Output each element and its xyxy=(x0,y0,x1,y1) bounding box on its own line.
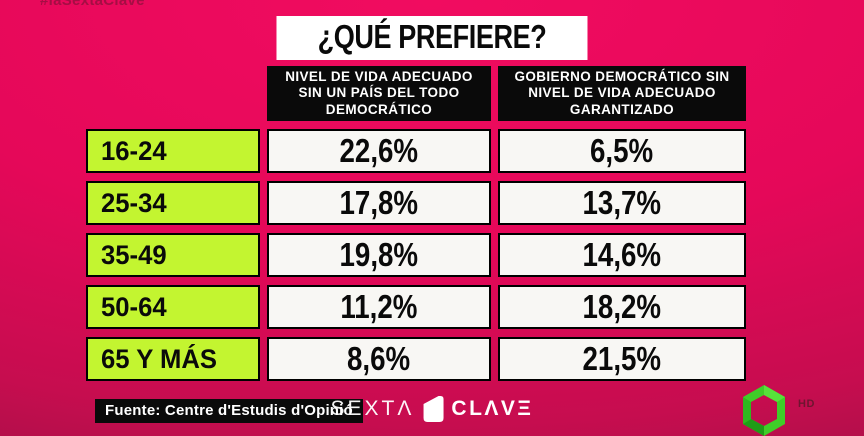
row-label-text: 16-24 xyxy=(101,135,167,166)
survey-table: NIVEL DE VIDA ADECUADO SIN UN PAÍS DEL T… xyxy=(86,66,746,381)
value-cell: 21,5% xyxy=(498,337,746,381)
value-cell: 14,6% xyxy=(498,233,746,277)
column-header: GOBIERNO DEMOCRÁTICO SIN NIVEL DE VIDA A… xyxy=(498,66,746,121)
value-text: 6,5% xyxy=(590,132,654,169)
value-cell: 17,8% xyxy=(267,181,491,225)
value-cell: 22,6% xyxy=(267,129,491,173)
row-label: 50-64 xyxy=(86,285,260,329)
clave-logo-text: CLΛVΞ xyxy=(451,397,534,420)
row-label-text: 35-49 xyxy=(101,239,167,270)
value-text: 8,6% xyxy=(347,340,411,377)
source-label: Fuente: Centre d'Estudis d'Opinió xyxy=(95,399,363,423)
row-label-text: 65 Y MÁS xyxy=(101,343,217,374)
value-text: 11,2% xyxy=(340,288,418,325)
hashtag: #laSextaClave xyxy=(40,0,145,9)
sexta-logo-text: SEXTΛ xyxy=(330,397,415,420)
row-label-text: 25-34 xyxy=(101,187,167,218)
value-cell: 13,7% xyxy=(498,181,746,225)
value-text: 18,2% xyxy=(582,288,662,325)
sexta-clave-logo: SEXTΛ CLΛVΞ xyxy=(331,395,534,423)
lasexta-6-icon xyxy=(743,385,785,436)
row-label-text: 50-64 xyxy=(101,291,167,322)
value-text: 13,7% xyxy=(582,184,662,221)
row-label: 35-49 xyxy=(86,233,260,277)
value-text: 21,5% xyxy=(582,340,662,377)
value-cell: 11,2% xyxy=(267,285,491,329)
hd-badge: HD xyxy=(798,398,815,410)
value-cell: 19,8% xyxy=(267,233,491,277)
value-text: 22,6% xyxy=(339,132,419,169)
row-label: 16-24 xyxy=(86,129,260,173)
value-cell: 6,5% xyxy=(498,129,746,173)
row-label: 25-34 xyxy=(86,181,260,225)
value-cell: 18,2% xyxy=(498,285,746,329)
row-label: 65 Y MÁS xyxy=(86,337,260,381)
value-text: 14,6% xyxy=(582,236,662,273)
value-text: 17,8% xyxy=(339,184,419,221)
column-header: NIVEL DE VIDA ADECUADO SIN UN PAÍS DEL T… xyxy=(267,66,491,121)
page-title-text: ¿QUÉ PREFIERE? xyxy=(317,18,547,55)
value-cell: 8,6% xyxy=(267,337,491,381)
lasexta-channel-bug: HD xyxy=(738,384,815,436)
page-title: ¿QUÉ PREFIERE? xyxy=(276,16,588,60)
table-corner-spacer xyxy=(86,66,260,121)
padlock-icon xyxy=(423,396,444,422)
value-text: 19,8% xyxy=(339,236,419,273)
